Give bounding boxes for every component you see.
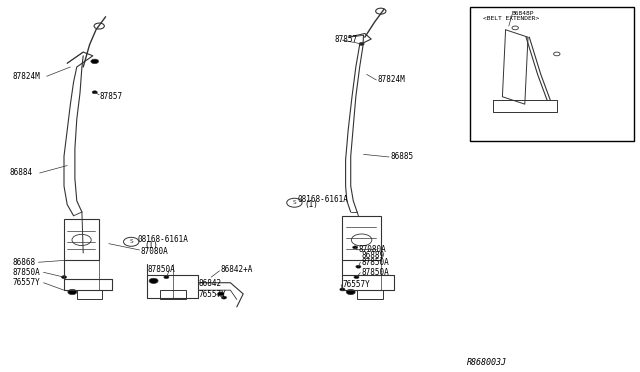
Text: 87850A: 87850A bbox=[147, 265, 175, 274]
Circle shape bbox=[149, 278, 158, 283]
Text: (1): (1) bbox=[304, 200, 318, 209]
Text: 87850A: 87850A bbox=[362, 258, 389, 267]
Circle shape bbox=[221, 296, 227, 299]
Text: S: S bbox=[129, 239, 133, 244]
Text: 86885: 86885 bbox=[390, 153, 413, 161]
Bar bbox=[64, 219, 99, 260]
Circle shape bbox=[354, 276, 359, 279]
Text: 86868: 86868 bbox=[13, 258, 36, 267]
Text: 87857: 87857 bbox=[335, 35, 358, 44]
Text: 08168-6161A: 08168-6161A bbox=[138, 235, 188, 244]
Circle shape bbox=[353, 246, 358, 249]
Text: 87824M: 87824M bbox=[378, 76, 405, 84]
Text: 86889: 86889 bbox=[362, 251, 385, 260]
Circle shape bbox=[356, 265, 361, 268]
Circle shape bbox=[92, 91, 97, 94]
Text: B6848P: B6848P bbox=[512, 10, 534, 16]
Circle shape bbox=[91, 59, 99, 64]
Text: S: S bbox=[292, 200, 296, 205]
Circle shape bbox=[359, 42, 364, 45]
Text: 87080A: 87080A bbox=[141, 247, 168, 256]
Text: 87824M: 87824M bbox=[13, 72, 40, 81]
Text: <BELT EXTENDER>: <BELT EXTENDER> bbox=[483, 16, 540, 21]
Text: 08168-6161A: 08168-6161A bbox=[298, 195, 348, 203]
Text: 87857: 87857 bbox=[99, 92, 122, 101]
Circle shape bbox=[164, 276, 169, 279]
Bar bbox=[357, 290, 383, 299]
Text: 76557Y: 76557Y bbox=[13, 278, 40, 287]
Text: 87080A: 87080A bbox=[358, 246, 386, 254]
Bar bbox=[77, 290, 102, 299]
Text: 76557Y: 76557Y bbox=[342, 280, 370, 289]
Bar bbox=[160, 290, 186, 299]
Text: 76557Y: 76557Y bbox=[198, 290, 226, 299]
Circle shape bbox=[346, 289, 355, 295]
Circle shape bbox=[61, 276, 67, 279]
Text: 87850A: 87850A bbox=[13, 268, 40, 277]
Circle shape bbox=[340, 288, 345, 291]
Text: 86842+A: 86842+A bbox=[221, 265, 253, 274]
Circle shape bbox=[218, 292, 224, 296]
Text: R868003J: R868003J bbox=[467, 358, 507, 367]
Bar bbox=[470, 7, 634, 141]
Bar bbox=[342, 216, 381, 260]
Text: 87850A: 87850A bbox=[362, 268, 389, 277]
Text: 86884: 86884 bbox=[10, 169, 33, 177]
Text: (1): (1) bbox=[144, 241, 158, 250]
Circle shape bbox=[68, 289, 77, 295]
Text: 86842: 86842 bbox=[198, 279, 221, 288]
